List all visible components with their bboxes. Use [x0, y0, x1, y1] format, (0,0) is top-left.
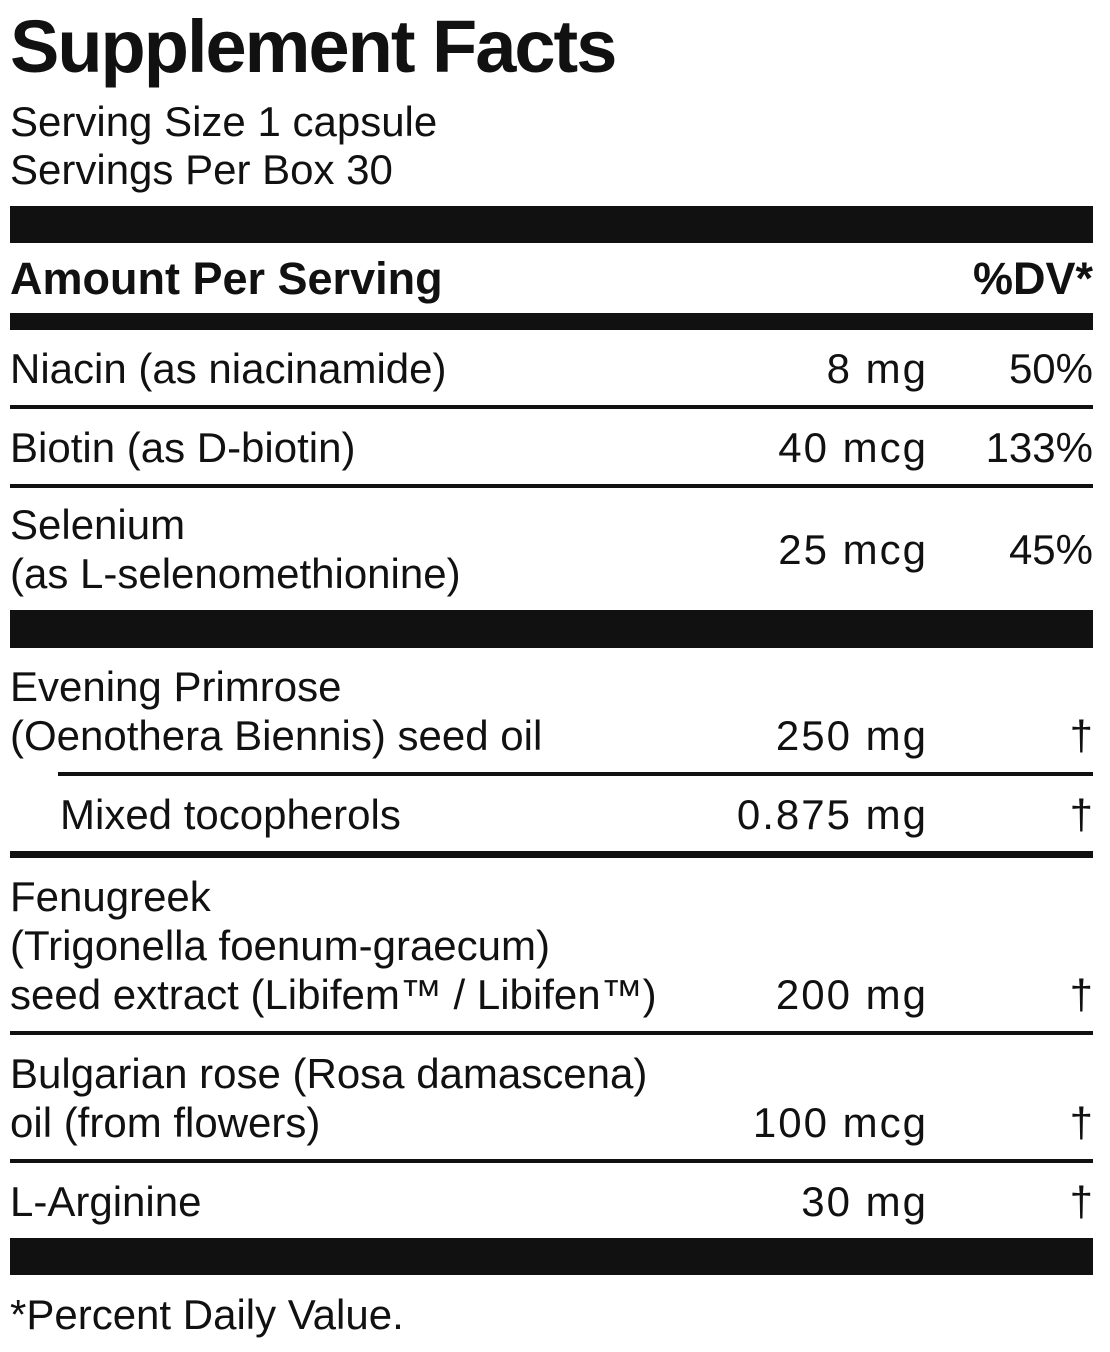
- ingredient-name-line: Fenugreek: [10, 873, 211, 920]
- ingredient-table: Niacin (as niacinamide) 8 mg 50% Biotin (as…: [10, 330, 1093, 1238]
- ingredient-row: Selenium (as L-selenomethionine) 25 mcg 45%: [10, 488, 1093, 610]
- separator-bar-bottom: [10, 1238, 1093, 1275]
- ingredient-name: Niacin (as niacinamide): [10, 344, 678, 393]
- ingredient-name: Bulgarian rose (Rosa damascena) oil (from…: [10, 1049, 678, 1147]
- ingredient-name-line: Bulgarian rose (Rosa damascena): [10, 1050, 648, 1097]
- column-header-row: Amount Per Serving %DV*: [10, 243, 1093, 313]
- ingredient-name-line: Evening Primrose: [10, 663, 342, 710]
- ingredient-row: Biotin (as D-biotin) 40 mcg 133%: [10, 409, 1093, 484]
- ingredient-name-line: (as L-selenomethionine): [10, 550, 461, 597]
- ingredient-row: L-Arginine 30 mg †: [10, 1163, 1093, 1238]
- ingredient-row: Bulgarian rose (Rosa damascena) oil (from…: [10, 1035, 1093, 1159]
- column-header-divider-bar: [10, 313, 1093, 330]
- ingredient-amount: 25 mcg: [778, 525, 928, 573]
- separator-bar-top: [10, 206, 1093, 243]
- ingredient-amount: 30 mg: [801, 1178, 928, 1225]
- dv-header: %DV*: [972, 253, 1093, 304]
- row-divider-indented: [58, 772, 1093, 776]
- ingredient-dv: 50%: [1008, 345, 1093, 392]
- ingredient-name-line: Mixed tocopherols: [60, 791, 401, 838]
- ingredient-name-line: oil (from flowers): [10, 1099, 321, 1146]
- ingredient-dv: †: [1069, 712, 1093, 759]
- ingredient-row: Mixed tocopherols 0.875 mg †: [10, 776, 1093, 851]
- row-divider-medium: [10, 851, 1093, 858]
- row-divider: [10, 405, 1093, 409]
- ingredient-name: Selenium (as L-selenomethionine): [10, 500, 678, 598]
- ingredient-amount: 8 mg: [826, 345, 928, 392]
- ingredient-name: L-Arginine: [10, 1177, 678, 1226]
- serving-size: Serving Size 1 capsule: [10, 98, 438, 145]
- ingredient-name-line: L-Arginine: [10, 1178, 202, 1225]
- ingredient-dv: †: [1069, 1099, 1093, 1146]
- ingredient-row: Niacin (as niacinamide) 8 mg 50%: [10, 330, 1093, 405]
- ingredient-name-line: Biotin (as D-biotin): [10, 424, 356, 471]
- ingredient-dv: 133%: [985, 424, 1093, 471]
- ingredient-name-line: Selenium: [10, 501, 186, 548]
- row-divider: [10, 1031, 1093, 1035]
- ingredient-name: Fenugreek (Trigonella foenum-graecum) seed…: [10, 872, 678, 1019]
- ingredient-dv: †: [1069, 791, 1093, 838]
- ingredient-name-line: seed extract (Libifem™ / Libifen™): [10, 971, 657, 1018]
- ingredient-dv: †: [1069, 971, 1093, 1018]
- ingredient-name-line: Niacin (as niacinamide): [10, 345, 447, 392]
- ingredient-amount: 0.875 mg: [736, 791, 928, 838]
- amount-per-serving-header: Amount Per Serving: [10, 253, 443, 304]
- ingredient-name-line: (Oenothera Biennis) seed oil: [10, 712, 543, 759]
- row-divider: [10, 1159, 1093, 1163]
- servings-per-box: Servings Per Box 30: [10, 146, 393, 193]
- ingredient-dv: †: [1069, 1178, 1093, 1225]
- ingredient-dv: 45%: [1008, 525, 1093, 573]
- ingredient-name: Evening Primrose (Oenothera Biennis) seed…: [10, 662, 678, 760]
- ingredient-amount: 200 mg: [775, 971, 928, 1018]
- ingredient-row: Fenugreek (Trigonella foenum-graecum) seed…: [10, 858, 1093, 1031]
- ingredient-name: Mixed tocopherols: [10, 790, 678, 839]
- ingredient-amount: 40 mcg: [778, 424, 928, 471]
- ingredient-amount: 100 mcg: [752, 1099, 928, 1146]
- row-divider: [10, 484, 1093, 488]
- ingredient-name-line: (Trigonella foenum-graecum): [10, 922, 550, 969]
- label-title: Supplement Facts: [10, 5, 617, 88]
- ingredient-name: Biotin (as D-biotin): [10, 423, 678, 472]
- ingredient-row: Evening Primrose (Oenothera Biennis) seed…: [10, 648, 1093, 772]
- daily-value-footnote: *Percent Daily Value.: [10, 1291, 404, 1338]
- ingredient-amount: 250 mg: [775, 712, 928, 759]
- section-separator-bar: [10, 610, 1093, 648]
